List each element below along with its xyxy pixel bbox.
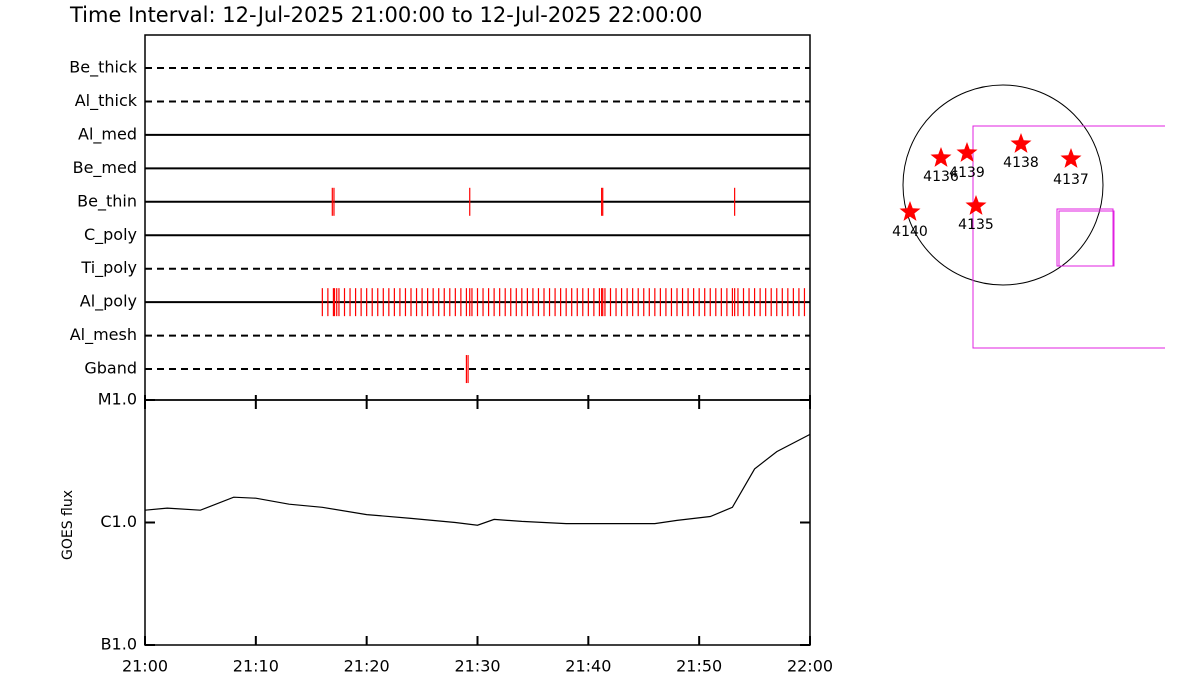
- y-tick-label: M1.0: [98, 390, 137, 409]
- fov-box: [1058, 210, 1115, 267]
- row-label: Gband: [84, 359, 137, 378]
- sun-map: [902, 84, 1165, 349]
- region-star: [1010, 133, 1032, 153]
- region-star: [1060, 148, 1082, 168]
- region-star: [965, 195, 987, 215]
- region-star: [956, 142, 978, 162]
- x-tick-label: 21:10: [233, 657, 279, 676]
- y-tick-label: B1.0: [101, 635, 137, 654]
- row-label: Be_thick: [69, 58, 137, 78]
- row-label: Be_med: [73, 158, 137, 178]
- region-label: 4137: [1053, 172, 1089, 188]
- goes-curve: [144, 433, 811, 526]
- x-tick-label: 21:00: [122, 657, 168, 676]
- x-tick-label: 22:00: [787, 657, 833, 676]
- row-label: C_poly: [84, 225, 137, 245]
- y-tick-label: C1.0: [100, 512, 137, 531]
- row-label: Al_thick: [75, 91, 138, 111]
- row-label: Al_med: [78, 124, 137, 144]
- chart-title: Time Interval: 12-Jul-2025 21:00:00 to 1…: [69, 3, 702, 27]
- row-label: Al_mesh: [70, 325, 137, 345]
- sun-disk: [902, 84, 1104, 286]
- x-tick-label: 21:20: [344, 657, 390, 676]
- row-label: Al_poly: [80, 292, 137, 312]
- fov-box: [972, 125, 1165, 349]
- x-tick-label: 21:50: [676, 657, 722, 676]
- timeline-frame: [144, 34, 811, 401]
- region-label: 4139: [949, 165, 985, 181]
- x-tick-label: 21:30: [454, 657, 500, 676]
- region-star: [899, 201, 921, 221]
- region-label: 4138: [1003, 155, 1039, 171]
- region-star: [930, 147, 952, 167]
- region-label: 4136: [923, 169, 959, 185]
- x-tick-label: 21:40: [565, 657, 611, 676]
- row-label: Ti_poly: [80, 258, 137, 278]
- row-label: Be_thin: [77, 191, 137, 211]
- goes-frame: [144, 399, 811, 646]
- region-label: 4140: [892, 224, 928, 240]
- region-label: 4135: [958, 217, 994, 233]
- fov-box: [1056, 208, 1114, 267]
- y-axis-label: GOES flux: [60, 490, 76, 560]
